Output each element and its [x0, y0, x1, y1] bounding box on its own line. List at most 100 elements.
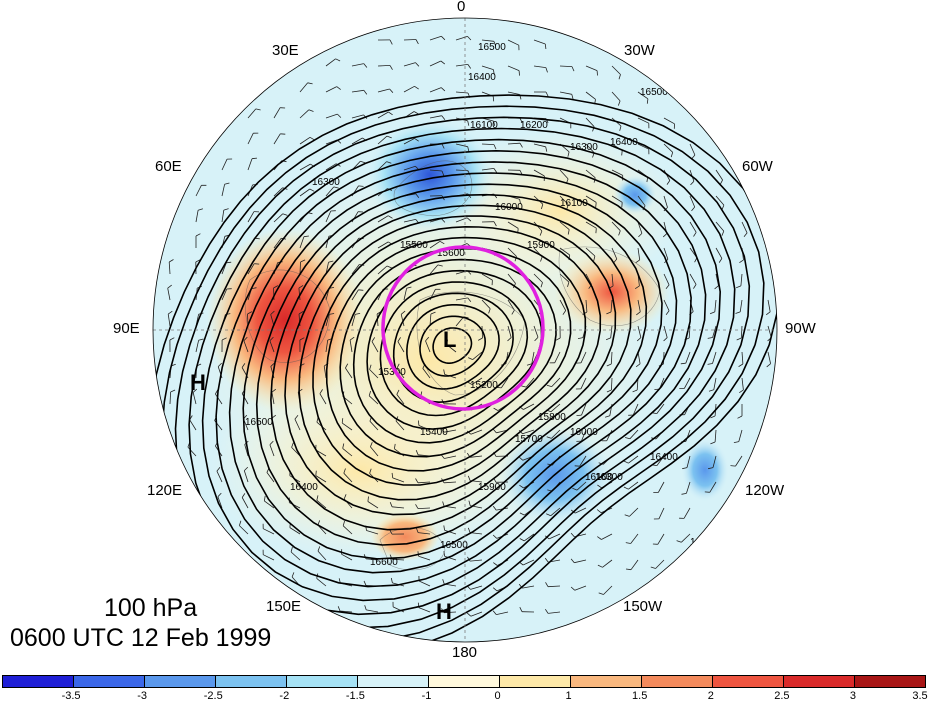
wind-barb-feather: [337, 606, 341, 612]
wind-barb-feather: [693, 284, 697, 289]
wind-barb: [585, 169, 596, 179]
wind-barb-feather: [251, 287, 257, 289]
wind-barb: [192, 392, 197, 405]
wind-barb: [187, 446, 197, 457]
wind-barb-feather: [493, 121, 496, 126]
wind-barb-feather: [169, 337, 175, 341]
wind-barb-feather: [358, 289, 364, 291]
wind-barb-feather: [682, 467, 688, 470]
wind-barb: [507, 142, 521, 145]
height-contour: [228, 161, 692, 574]
wind-barb: [425, 340, 431, 353]
colorbar-segment: [357, 676, 428, 687]
wind-barb: [299, 136, 311, 145]
lon-label-180: 180: [452, 644, 478, 661]
wind-barb-feather: [680, 362, 686, 365]
wind-barb-feather: [519, 199, 521, 205]
wind-barb: [533, 169, 545, 177]
wind-barb: [444, 429, 457, 433]
wind-barb-feather: [665, 310, 670, 316]
wind-barb-feather: [507, 337, 512, 342]
lon-label-60w: 60W: [742, 158, 773, 175]
wind-barb-feather: [546, 384, 552, 387]
wind-barb: [470, 429, 483, 435]
wind-barb: [630, 559, 639, 570]
height-contour: [161, 105, 765, 642]
wind-barb-feather: [605, 337, 611, 341]
wind-barb-feather: [333, 186, 339, 189]
wind-barb-feather: [562, 310, 567, 315]
wind-barb: [397, 341, 405, 353]
wind-barb: [574, 585, 587, 591]
wind-barb: [522, 559, 535, 566]
wind-barb-feather: [719, 179, 723, 185]
wind-barb-feather: [195, 233, 201, 237]
wind-barb: [443, 611, 457, 614]
wind-barb-feather: [415, 504, 419, 509]
wind-barb-feather: [441, 115, 446, 120]
wind-barb: [429, 240, 441, 249]
wind-barb: [299, 163, 311, 171]
wind-barb: [657, 481, 665, 493]
high-center-marker-bottom: H: [436, 599, 452, 624]
wind-barb-feather: [335, 58, 341, 62]
wind-barb: [481, 273, 493, 281]
wind-barb-feather: [572, 487, 578, 491]
wind-barb-feather: [415, 193, 420, 199]
wind-barb: [221, 184, 225, 197]
wind-barb-feather: [467, 64, 472, 69]
wind-barb-feather: [691, 206, 696, 212]
wind-barb: [167, 314, 171, 327]
wind-barb-feather: [226, 261, 232, 264]
wind-barb: [195, 340, 199, 353]
contour-label: 16100: [560, 198, 588, 209]
wind-barb: [396, 368, 405, 379]
wind-barb-feather: [606, 311, 612, 315]
wind-barb-feather: [571, 94, 574, 100]
colorbar: [2, 675, 926, 688]
wind-barb: [663, 117, 675, 125]
wind-barb-feather: [345, 363, 349, 369]
wind-barb: [657, 533, 665, 545]
wind-barb: [611, 221, 621, 231]
contour-label: 16100: [470, 120, 498, 131]
wind-barb: [637, 195, 646, 206]
wind-barb-feather: [443, 551, 445, 557]
wind-barb: [377, 161, 387, 171]
wind-barb: [715, 195, 725, 206]
wind-barb-feather: [519, 484, 524, 489]
wind-barb: [455, 36, 468, 41]
wind-barb: [325, 113, 338, 119]
wind-barb-feather: [708, 389, 714, 392]
wind-barb-feather: [290, 546, 293, 553]
wind-barb-feather: [534, 337, 539, 342]
wind-barb-feather: [681, 493, 687, 495]
wind-barb: [243, 470, 249, 483]
wind-barb: [585, 247, 596, 257]
wind-barb: [533, 65, 546, 68]
wind-barb: [580, 351, 587, 364]
wind-barb: [585, 299, 588, 313]
wind-barb-feather: [492, 428, 497, 434]
wind-barb-feather: [670, 152, 674, 158]
wind-barb: [271, 392, 275, 405]
wind-barb: [507, 91, 520, 95]
wind-barb-feather: [369, 364, 372, 370]
wind-barb-feather: [299, 337, 305, 341]
height-contour: [255, 183, 663, 546]
wind-barb-feather: [492, 587, 498, 592]
height-contour: [270, 193, 648, 531]
wind-barb-feather: [478, 337, 483, 341]
wind-barb: [403, 39, 417, 41]
wind-barb: [472, 351, 483, 360]
wind-barb-feather: [492, 505, 497, 511]
height-contour: [215, 149, 707, 588]
wind-barb-feather: [618, 230, 621, 236]
wind-barb-feather: [625, 542, 631, 544]
wind-barb: [239, 525, 249, 535]
wind-barb-feather: [415, 527, 419, 533]
wind-barb-feather: [247, 311, 253, 315]
wind-barb-feather: [394, 443, 396, 449]
wind-barb: [601, 533, 613, 540]
